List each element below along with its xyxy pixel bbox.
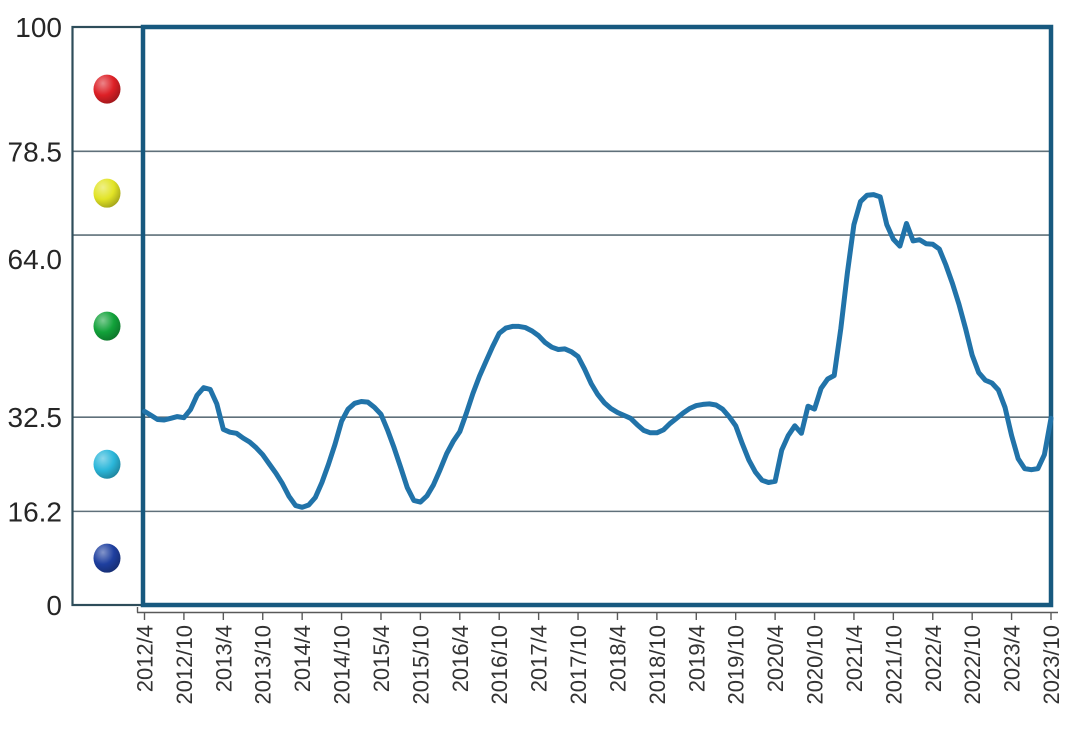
plot-frame (140, 24, 1054, 608)
x-tick-label: 2013/4 (211, 625, 236, 692)
index-line (142, 192, 1054, 510)
gridlines (72, 150, 1051, 513)
y-tick-label: 100 (15, 12, 62, 43)
x-tick-label: 2016/4 (448, 625, 473, 692)
x-tick-label: 2022/4 (921, 625, 946, 692)
signal-green-light-icon (93, 311, 121, 341)
x-tick-label: 2019/4 (684, 625, 709, 692)
x-tick-label: 2021/4 (842, 625, 867, 692)
x-tick-label: 2018/4 (605, 625, 630, 692)
x-tick-label: 2021/10 (881, 625, 906, 705)
x-tick-label: 2023/10 (1039, 625, 1064, 705)
signal-light-panel (71, 25, 145, 607)
signal-yellow-light-icon (93, 178, 121, 208)
signal-red-light-icon (93, 74, 121, 104)
x-tick-label: 2017/4 (527, 625, 552, 692)
x-tick-label: 2018/10 (645, 625, 670, 705)
x-tick-label: 2013/10 (251, 625, 276, 705)
y-tick-label: 0 (46, 590, 62, 621)
x-tick-label: 2017/10 (566, 625, 591, 705)
plot-border (140, 24, 1054, 608)
y-tick-label: 78.5 (8, 136, 63, 167)
series-line (142, 192, 1054, 510)
x-tick-label: 2012/4 (133, 625, 158, 692)
x-axis: 2012/4 2012/10 2013/4 2013/10 2014/4 2014/10 2… (133, 607, 1064, 705)
x-tick-label: 2016/10 (487, 625, 512, 705)
signal-blue-light-icon (93, 543, 121, 573)
x-tick-label: 2020/10 (803, 625, 828, 705)
y-tick-label: 32.5 (8, 402, 63, 433)
y-axis-labels: 100 78.5 64.0 32.5 16.2 0 (8, 12, 63, 621)
x-tick-label: 2022/10 (960, 625, 985, 705)
y-tick-label: 16.2 (8, 496, 63, 527)
signal-light-blue-light-icon (93, 449, 121, 479)
x-tick-label: 2014/10 (330, 625, 355, 705)
y-tick-label: 64.0 (8, 244, 63, 275)
x-tick-label: 2015/10 (408, 625, 433, 705)
x-tick-label: 2014/4 (290, 625, 315, 692)
x-tick-label: 2015/4 (369, 625, 394, 692)
x-tick-label: 2019/10 (724, 625, 749, 705)
x-tick-label: 2012/10 (172, 625, 197, 705)
x-tick-label: 2020/4 (763, 625, 788, 692)
x-tick-label: 2023/4 (1000, 625, 1025, 692)
